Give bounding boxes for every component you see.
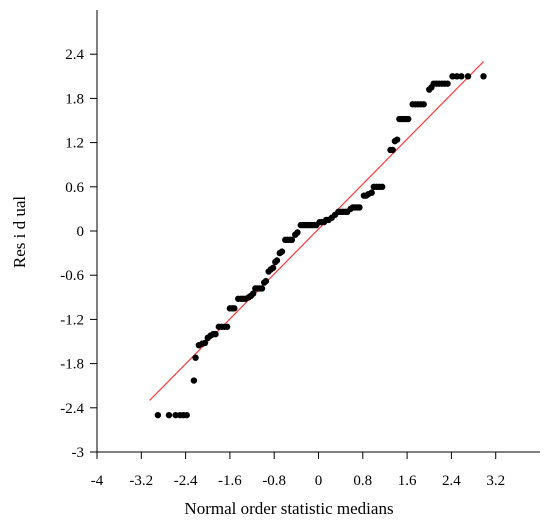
y-tick-label: 0.6 — [65, 180, 84, 196]
data-point — [420, 101, 427, 108]
x-tick-label: -4 — [91, 473, 104, 489]
data-point — [389, 146, 396, 154]
y-tick-label: -0.6 — [60, 268, 84, 284]
data-point — [183, 411, 190, 419]
y-tick-label: -3 — [72, 445, 85, 461]
data-point — [480, 73, 487, 80]
x-tick-label: 2.4 — [442, 473, 461, 489]
data-point — [262, 277, 270, 285]
data-point — [356, 204, 363, 211]
data-point — [453, 73, 461, 80]
y-tick-label: -2.4 — [60, 401, 84, 417]
fit-line-group — [149, 61, 484, 401]
data-point — [449, 73, 456, 80]
data-point — [190, 377, 198, 384]
y-tick-label: 1.2 — [65, 136, 84, 152]
data-point — [154, 411, 162, 419]
data-point — [444, 80, 451, 87]
y-tick-label: -1.8 — [60, 357, 84, 373]
data-point — [192, 354, 199, 361]
x-tick-label: -2.4 — [174, 473, 198, 489]
data-point — [368, 189, 375, 196]
data-point — [172, 411, 179, 419]
data-point — [405, 115, 412, 123]
x-axis-title: Normal order statistic medians — [184, 499, 393, 518]
data-point — [288, 236, 296, 244]
x-tick-label: -3.2 — [129, 473, 153, 489]
data-point — [294, 229, 301, 236]
data-point — [464, 73, 472, 80]
data-point — [212, 330, 219, 338]
y-tick-label: 0 — [77, 224, 85, 240]
data-point — [273, 257, 281, 264]
y-axis-title: Res i d ual — [10, 196, 29, 269]
reference-fit-line — [149, 61, 484, 401]
data-point — [223, 323, 231, 330]
data-point — [393, 136, 401, 143]
x-tick-label: -1.6 — [218, 473, 242, 489]
y-tick-label: 2.4 — [65, 47, 84, 63]
data-point — [378, 183, 386, 190]
data-points — [154, 73, 487, 419]
data-point — [269, 264, 277, 272]
x-tick-label: 3.2 — [486, 473, 505, 489]
x-tick-label: 1.6 — [398, 473, 417, 489]
data-point — [231, 305, 238, 312]
data-point — [258, 285, 266, 292]
x-tick-label: 0 — [315, 473, 323, 489]
x-tick-label: 0.8 — [353, 473, 372, 489]
data-point — [278, 248, 286, 255]
y-tick-label: 1.8 — [65, 91, 84, 107]
data-point — [201, 339, 209, 347]
data-point — [458, 73, 465, 80]
data-point — [165, 411, 173, 419]
data-point — [249, 290, 257, 297]
y-tick-label: -1.2 — [60, 312, 84, 328]
x-axis-ticks: -4 -3.2 -2.4 -1.6 -0.8 0 0.8 1.6 2.4 3.2 — [91, 452, 505, 489]
x-tick-label: -0.8 — [262, 473, 286, 489]
y-axis-ticks: -3 -2.4 -1.8 -1.2 -0.6 0 0.6 1.2 1.8 2.4 — [60, 47, 97, 461]
